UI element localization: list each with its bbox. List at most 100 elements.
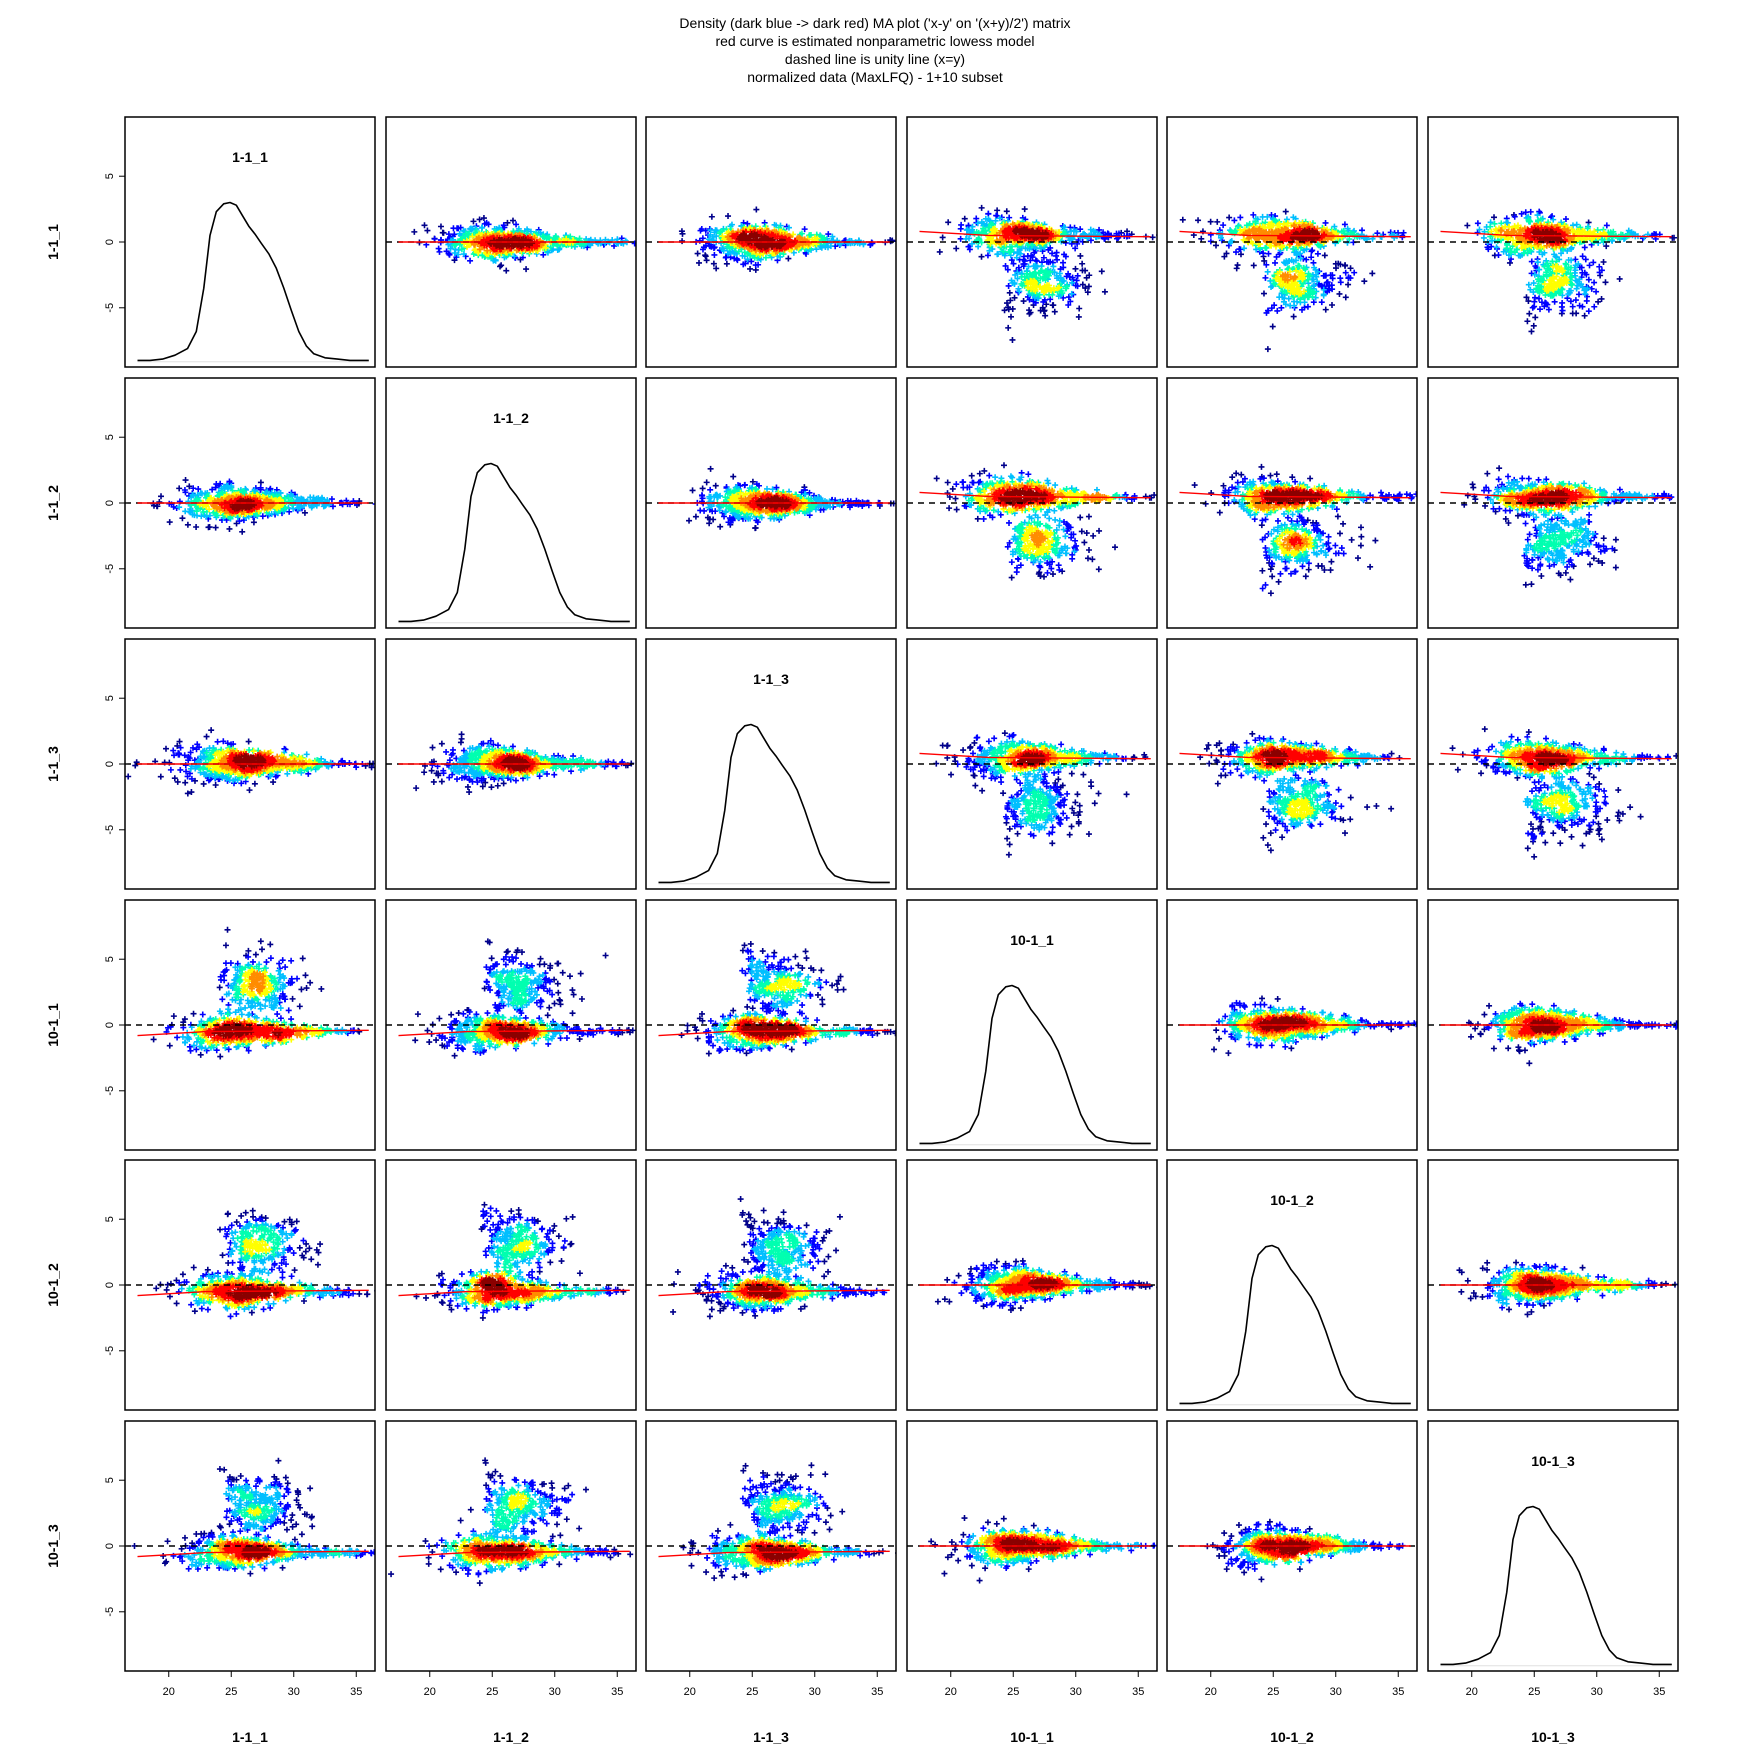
data-point [423,241,430,248]
data-point [1566,287,1573,294]
data-point [1480,234,1487,241]
data-point [1037,307,1044,314]
data-point [198,513,205,520]
data-point [944,490,951,497]
data-point [887,238,894,245]
data-point [1554,279,1561,286]
data-point [1347,265,1354,272]
data-point [1549,269,1556,276]
data-point [182,477,189,484]
data-point [817,243,824,250]
data-point [1575,291,1582,298]
data-point [1345,274,1352,281]
data-point [1525,281,1532,288]
data-point [1569,222,1576,229]
data-point [1579,253,1586,260]
data-point [1329,275,1336,282]
panel-1-1_2-vs-1-1_2: 1-1_2 [385,377,637,629]
data-point [1076,305,1083,312]
data-point [467,257,474,264]
data-point [1083,274,1090,281]
data-point [1464,222,1471,229]
data-point [1303,231,1310,238]
data-point [1598,267,1605,274]
title-line-2: red curve is estimated nonparametric low… [0,32,1750,50]
data-point [1294,287,1301,294]
data-point [1007,297,1014,304]
data-point [785,224,792,231]
data-point [1101,288,1108,295]
data-point [1264,268,1271,275]
data-point [497,263,504,270]
data-point [1087,237,1094,244]
data-point [1078,528,1085,535]
data-point [1374,230,1381,237]
data-point [993,237,1000,244]
panel-frame [385,116,637,368]
data-point [1077,252,1084,259]
data-point [568,242,575,249]
data-point [1582,256,1589,263]
data-point [1265,307,1272,314]
panel-frame [385,377,637,629]
data-point [1293,239,1300,246]
data-point [190,485,197,492]
data-point [228,484,235,491]
data-point [705,504,712,511]
data-point [437,223,444,230]
data-point [1005,282,1012,289]
data-point [996,215,1003,222]
data-point [900,501,906,507]
panel-frame [645,116,897,368]
data-point [825,231,832,238]
data-point [201,512,208,519]
data-point [1593,288,1600,295]
data-point [712,482,719,489]
data-point [1282,301,1289,308]
data-point [1268,305,1275,312]
data-point [790,249,797,256]
data-point [1062,253,1069,260]
data-point [1050,302,1057,309]
data-point [1526,218,1533,225]
data-point [1009,336,1016,343]
data-point [1006,214,1013,221]
data-point [1040,254,1047,261]
data-point [710,260,717,267]
density-curve-1-1_1 [137,201,369,362]
data-point [1541,249,1548,256]
data-point [1576,264,1583,271]
data-point [509,217,516,224]
data-point [1262,274,1269,281]
data-point [176,485,183,492]
data-point [755,482,762,489]
data-point [187,506,194,513]
data-point [1595,298,1602,305]
data-point [1083,530,1090,537]
data-point [1281,288,1288,295]
data-point [1168,492,1174,498]
data-point [1320,291,1327,298]
data-point [457,224,464,231]
data-point [1003,208,1010,215]
data-point [689,487,696,494]
data-point [1532,314,1539,321]
data-point [1053,252,1060,259]
data-point [773,484,780,491]
data-point [378,500,384,506]
data-point [1214,218,1221,225]
data-point [485,221,492,228]
data-point [785,255,792,262]
data-point [1497,227,1504,234]
data-point [1506,259,1513,266]
data-point [1033,258,1040,265]
lowess-curve [1179,230,1411,238]
data-point [513,221,520,228]
data-point [1264,346,1271,353]
data-point [1616,275,1623,282]
data-point [1231,217,1238,224]
data-point [1549,213,1556,220]
data-point [1269,323,1276,330]
data-point [1536,249,1543,256]
data-point [206,523,213,530]
